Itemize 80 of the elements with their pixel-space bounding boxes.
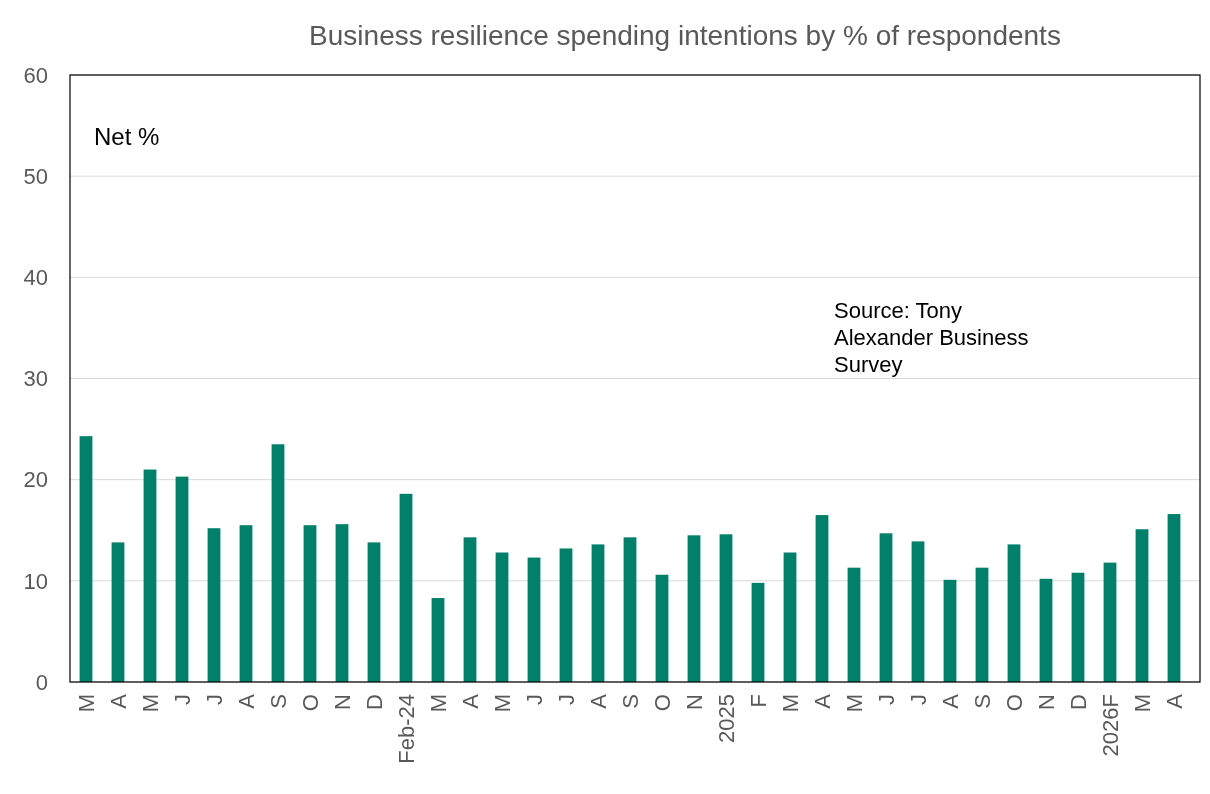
bar xyxy=(847,567,861,682)
bar xyxy=(1135,529,1149,682)
bar xyxy=(687,535,701,682)
x-tick-label: A xyxy=(937,693,963,709)
x-tick-label: M xyxy=(425,694,451,713)
x-tick-label: D xyxy=(361,694,387,710)
bar xyxy=(943,579,957,682)
annotation: Net % xyxy=(94,123,160,150)
x-tick-label: S xyxy=(617,694,643,709)
bar xyxy=(815,515,829,682)
x-tick-label: D xyxy=(1065,694,1091,710)
x-tick-label: A xyxy=(105,693,131,709)
x-tick-label: N xyxy=(1033,694,1059,710)
bar xyxy=(399,493,413,682)
x-tick-label: M xyxy=(1129,694,1155,713)
bar xyxy=(783,552,797,682)
bar xyxy=(367,542,381,682)
x-tick-label: A xyxy=(809,693,835,709)
bar xyxy=(975,567,989,682)
x-tick-label: J xyxy=(169,694,195,705)
x-tick-label: J xyxy=(521,694,547,705)
x-tick-label: S xyxy=(265,694,291,709)
y-tick-label: 40 xyxy=(23,265,48,291)
x-tick-label: M xyxy=(841,694,867,713)
bar xyxy=(271,444,285,682)
bar xyxy=(1007,544,1021,682)
bar xyxy=(111,542,125,682)
x-tick-label: M xyxy=(777,694,803,713)
bar xyxy=(335,524,349,682)
bar xyxy=(527,557,541,682)
bar xyxy=(623,537,637,682)
x-tick-label: J xyxy=(873,694,899,705)
bar xyxy=(655,574,669,682)
y-tick-label: 20 xyxy=(23,467,48,493)
y-tick-label: 60 xyxy=(23,62,48,88)
bar xyxy=(207,528,221,682)
x-tick-label: J xyxy=(553,694,579,705)
x-tick-label: F xyxy=(745,694,771,708)
x-tick-label: O xyxy=(1001,694,1027,712)
x-tick-label: A xyxy=(1161,693,1187,709)
y-tick-label: 30 xyxy=(23,366,48,392)
bar xyxy=(463,537,477,682)
bar xyxy=(591,544,605,682)
x-tick-label: 2025 xyxy=(713,694,739,743)
annotation: Source: Tony Alexander Business Survey xyxy=(834,298,1029,377)
x-tick-label: A xyxy=(457,693,483,709)
bar xyxy=(303,525,317,682)
bar xyxy=(1071,572,1085,682)
bar xyxy=(1103,562,1117,682)
y-tick-label: 0 xyxy=(35,669,48,695)
x-tick-label: 2026F xyxy=(1097,694,1123,757)
x-tick-label: S xyxy=(969,694,995,709)
bar xyxy=(879,533,893,682)
x-tick-label: A xyxy=(585,693,611,709)
x-tick-label: M xyxy=(73,694,99,713)
x-tick-label: Feb-24 xyxy=(393,694,419,764)
x-tick-label: M xyxy=(137,694,163,713)
bar xyxy=(239,525,253,682)
x-tick-label: O xyxy=(649,694,675,712)
x-tick-label: J xyxy=(905,694,931,705)
bar xyxy=(559,548,573,682)
chart-title: Business resilience spending intentions by % of respondents xyxy=(309,20,1061,51)
bar xyxy=(1039,578,1053,682)
bar xyxy=(719,534,733,682)
bar xyxy=(431,598,445,682)
x-tick-label: M xyxy=(489,694,515,713)
bar xyxy=(495,552,509,682)
bar xyxy=(143,469,157,682)
x-tick-label: N xyxy=(681,694,707,710)
y-tick-label: 10 xyxy=(23,568,48,594)
x-tick-label: A xyxy=(233,693,259,709)
bar xyxy=(175,476,189,682)
x-tick-label: J xyxy=(201,694,227,705)
x-tick-label: N xyxy=(329,694,355,710)
x-tick-label: O xyxy=(297,694,323,712)
y-tick-label: 50 xyxy=(23,163,48,189)
bar xyxy=(79,436,93,682)
bar xyxy=(1167,514,1181,682)
bar xyxy=(751,582,765,682)
bar xyxy=(911,541,925,682)
